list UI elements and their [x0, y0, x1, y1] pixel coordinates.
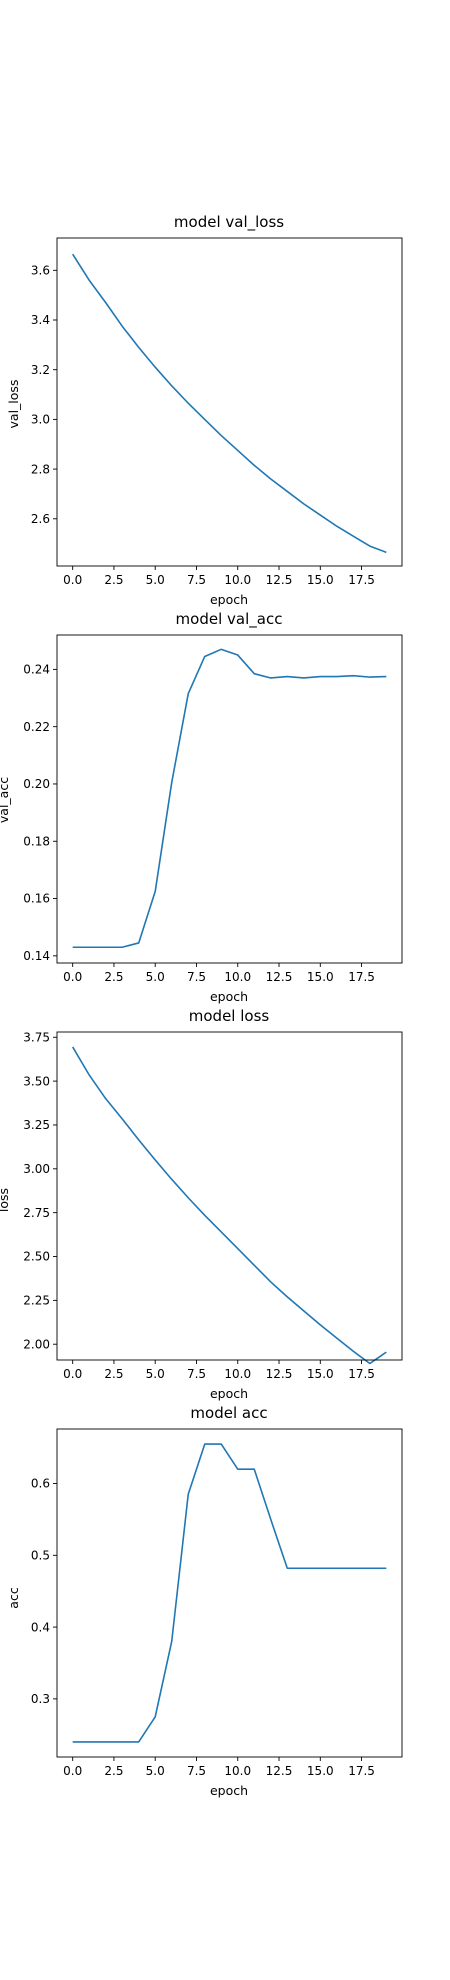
x-tick-label: 17.5 — [348, 573, 375, 587]
y-tick-label: 3.2 — [31, 363, 50, 377]
chart-title: model loss — [189, 1007, 270, 1025]
x-tick-label: 2.5 — [104, 1764, 123, 1778]
series-line — [73, 649, 387, 947]
x-tick-label: 2.5 — [104, 970, 123, 984]
subplot-loss: model loss epoch loss 0.0 2.5 5.0 7.5 10.0 12… — [0, 1007, 402, 1401]
series-line — [73, 254, 387, 552]
x-tick-label: 15.0 — [307, 1367, 334, 1381]
x-axis-label: epoch — [210, 989, 248, 1004]
x-tick-label: 12.5 — [266, 573, 293, 587]
y-axis-label: acc — [6, 1587, 21, 1609]
y-tick-label: 3.6 — [31, 264, 50, 278]
y-tick-label: 2.00 — [23, 1337, 50, 1351]
y-tick-label: 2.50 — [23, 1250, 50, 1264]
y-tick-label: 0.20 — [23, 777, 50, 791]
x-axis-label: epoch — [210, 592, 248, 607]
x-tick-label: 5.0 — [146, 1764, 165, 1778]
x-tick-label: 12.5 — [266, 1764, 293, 1778]
y-tick-label: 2.25 — [23, 1294, 50, 1308]
x-tick-label: 0.0 — [63, 970, 82, 984]
plot-frame — [57, 635, 402, 963]
x-tick-label: 7.5 — [187, 1367, 206, 1381]
x-tick-label: 2.5 — [104, 573, 123, 587]
y-tick-label: 0.16 — [23, 892, 50, 906]
y-tick-label: 0.6 — [31, 1477, 50, 1491]
x-tick-label: 10.0 — [224, 1367, 251, 1381]
series-line — [73, 1047, 387, 1364]
y-tick-label: 0.4 — [31, 1620, 50, 1634]
x-tick-label: 10.0 — [224, 573, 251, 587]
y-tick-label: 2.6 — [31, 512, 50, 526]
plot-frame — [57, 238, 402, 566]
x-tick-label: 7.5 — [187, 970, 206, 984]
y-tick-label: 3.50 — [23, 1074, 50, 1088]
chart-title: model val_loss — [174, 213, 284, 232]
x-tick-label: 17.5 — [348, 1764, 375, 1778]
x-tick-label: 5.0 — [146, 1367, 165, 1381]
y-tick-label: 0.5 — [31, 1549, 50, 1563]
subplot-val-acc: model val_acc epoch val_acc 0.0 2.5 5.0 7.5… — [0, 610, 402, 1004]
y-axis-label: val_acc — [0, 777, 11, 823]
x-axis-label: epoch — [210, 1783, 248, 1798]
plot-frame — [57, 1032, 402, 1360]
y-tick-label: 0.14 — [23, 949, 50, 963]
chart-title: model acc — [190, 1404, 267, 1422]
x-tick-label: 15.0 — [307, 970, 334, 984]
y-tick-label: 3.00 — [23, 1162, 50, 1176]
y-tick-label: 0.24 — [23, 663, 50, 677]
series-line — [73, 1444, 387, 1742]
x-tick-label: 17.5 — [348, 970, 375, 984]
x-tick-label: 12.5 — [266, 970, 293, 984]
plot-frame — [57, 1429, 402, 1757]
y-tick-label: 3.75 — [23, 1030, 50, 1044]
x-tick-label: 15.0 — [307, 1764, 334, 1778]
y-tick-label: 3.4 — [31, 313, 50, 327]
x-tick-label: 12.5 — [266, 1367, 293, 1381]
x-tick-label: 7.5 — [187, 573, 206, 587]
x-tick-label: 10.0 — [224, 1764, 251, 1778]
subplot-acc: model acc epoch acc 0.0 2.5 5.0 7.5 10.0 12.5… — [6, 1404, 402, 1798]
y-axis-label: loss — [0, 1188, 11, 1212]
x-tick-label: 2.5 — [104, 1367, 123, 1381]
x-tick-label: 5.0 — [146, 970, 165, 984]
x-axis-label: epoch — [210, 1386, 248, 1401]
y-tick-label: 3.0 — [31, 413, 50, 427]
y-tick-label: 2.75 — [23, 1206, 50, 1220]
x-tick-label: 17.5 — [348, 1367, 375, 1381]
x-tick-label: 10.0 — [224, 970, 251, 984]
x-tick-label: 0.0 — [63, 1764, 82, 1778]
x-tick-label: 5.0 — [146, 573, 165, 587]
y-tick-label: 0.18 — [23, 834, 50, 848]
y-axis-label: val_loss — [6, 380, 21, 429]
y-tick-label: 3.25 — [23, 1118, 50, 1132]
subplot-val-loss: model val_loss epoch val_loss 0.0 2.5 5.0 7… — [6, 213, 402, 607]
x-tick-label: 0.0 — [63, 1367, 82, 1381]
y-tick-label: 0.22 — [23, 720, 50, 734]
x-tick-label: 0.0 — [63, 573, 82, 587]
x-tick-label: 15.0 — [307, 573, 334, 587]
chart-title: model val_acc — [176, 610, 283, 629]
y-tick-label: 0.3 — [31, 1692, 50, 1706]
x-tick-label: 7.5 — [187, 1764, 206, 1778]
y-tick-label: 2.8 — [31, 462, 50, 476]
